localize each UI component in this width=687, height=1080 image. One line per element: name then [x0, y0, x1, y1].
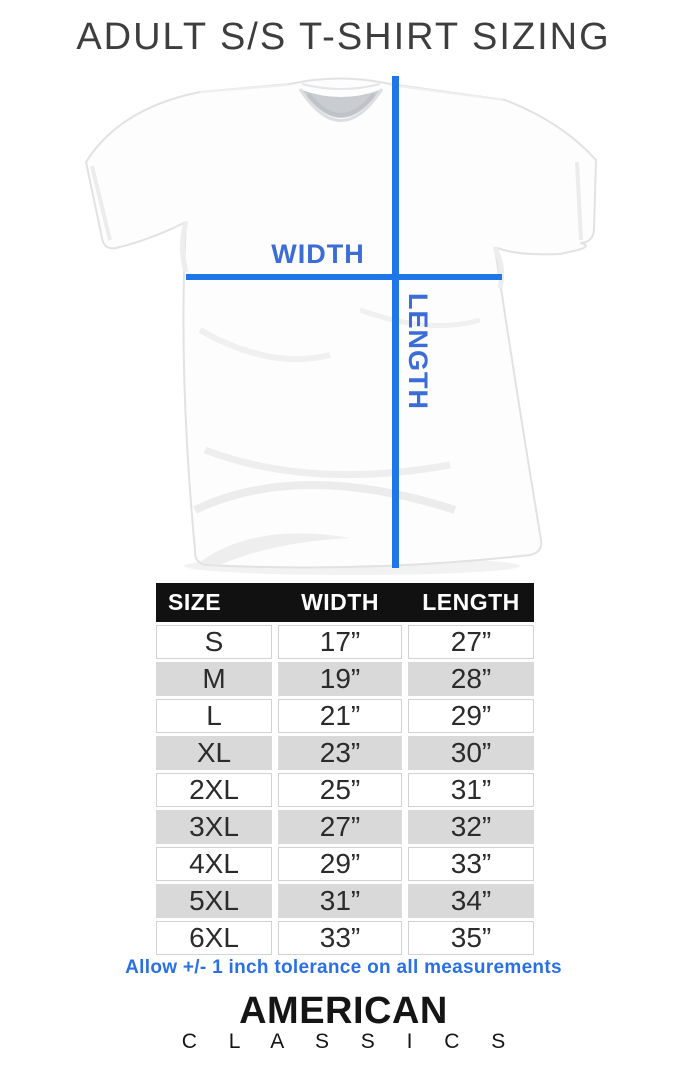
size-table-cell-length: 32” — [408, 810, 534, 844]
size-table-cell-length: 33” — [408, 847, 534, 881]
size-table-cell-width: 23” — [278, 736, 402, 770]
length-measure-line — [392, 76, 399, 568]
size-table-cell-width: 21” — [278, 699, 402, 733]
tshirt-image — [85, 77, 597, 575]
size-table-cell-width: 17” — [278, 625, 402, 659]
size-table-cell-size: 6XL — [156, 921, 272, 955]
size-table-cell-width: 27” — [278, 810, 402, 844]
width-measure-line — [186, 274, 502, 280]
size-table-cell-width: 31” — [278, 884, 402, 918]
size-table-cell-size: XL — [156, 736, 272, 770]
size-table-cell-width: 25” — [278, 773, 402, 807]
width-label: WIDTH — [271, 239, 365, 269]
column-header-size: SIZE — [168, 589, 222, 615]
length-label: LENGTH — [403, 293, 433, 410]
size-table-cell-length: 29” — [408, 699, 534, 733]
size-table-cell-size: M — [156, 662, 272, 696]
size-table-cell-length: 27” — [408, 625, 534, 659]
size-table-cell-width: 19” — [278, 662, 402, 696]
size-table-cell-width: 33” — [278, 921, 402, 955]
brand-logo: AMERICAN C L A S S I C S — [0, 992, 687, 1053]
size-table-cell-size: 3XL — [156, 810, 272, 844]
size-table-cell-size: 5XL — [156, 884, 272, 918]
brand-name: AMERICAN — [239, 990, 448, 1032]
size-table-cell-size: 4XL — [156, 847, 272, 881]
size-table-cell-length: 30” — [408, 736, 534, 770]
column-header-length: LENGTH — [422, 589, 520, 615]
size-table-cell-length: 28” — [408, 662, 534, 696]
size-table-body: S 17” 27” M 19” 28” L 21” 29” XL 23” 30” 2XL 25” 31” 3X… — [156, 625, 534, 955]
column-header-width: WIDTH — [301, 589, 379, 615]
size-table-cell-size: L — [156, 699, 272, 733]
size-table-header: SIZE WIDTH LENGTH — [156, 583, 534, 622]
size-table-cell-size: S — [156, 625, 272, 659]
tolerance-note: Allow +/- 1 inch tolerance on all measur… — [125, 957, 562, 978]
brand-subname: C L A S S I C S — [181, 1030, 519, 1053]
size-table-cell-length: 35” — [408, 921, 534, 955]
size-table-cell-length: 34” — [408, 884, 534, 918]
size-table-cell-size: 2XL — [156, 773, 272, 807]
size-table: SIZE WIDTH LENGTH S 17” 27” M 19” 28” L 21” 29” X… — [156, 583, 534, 955]
size-table-cell-width: 29” — [278, 847, 402, 881]
size-table-cell-length: 31” — [408, 773, 534, 807]
page-title: ADULT S/S T-SHIRT SIZING — [76, 16, 611, 58]
